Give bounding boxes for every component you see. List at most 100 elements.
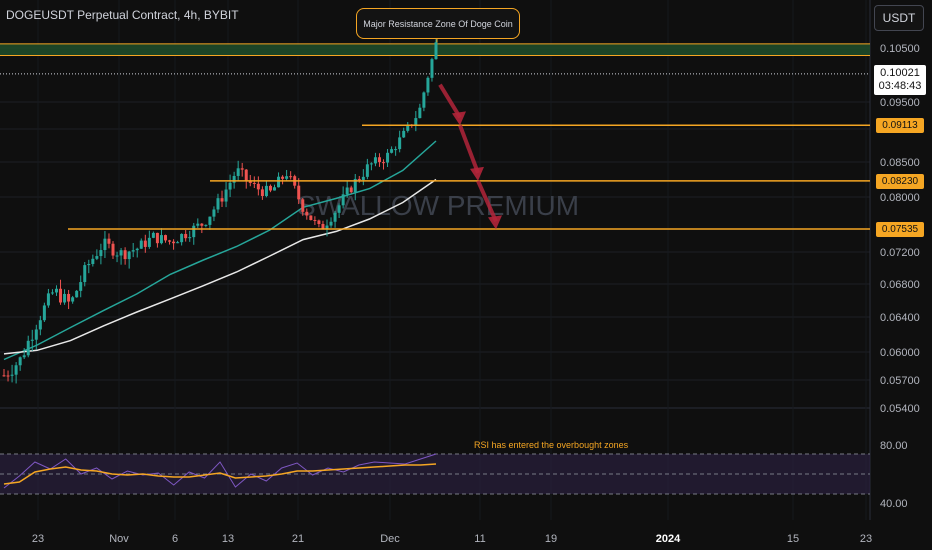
candle-body: [99, 250, 103, 257]
rsi-tick-label: 80.00: [880, 440, 908, 452]
candle-body: [430, 59, 434, 78]
candle-body: [103, 238, 107, 251]
candle-body: [289, 176, 293, 178]
candle-body: [115, 255, 119, 257]
candle-body: [426, 77, 430, 93]
candle-body: [131, 250, 135, 252]
candle-body: [386, 152, 390, 163]
candle-body: [281, 176, 285, 179]
candle-body: [147, 237, 151, 247]
candle-body: [353, 178, 357, 193]
candle-body: [184, 233, 188, 239]
candle-body: [83, 265, 87, 283]
candle-body: [22, 355, 26, 358]
candle-body: [10, 374, 14, 376]
candle-body: [159, 235, 163, 244]
candle-body: [26, 340, 30, 356]
candle-body: [6, 375, 10, 377]
x-tick-label: 23: [860, 533, 872, 545]
candle-body: [67, 293, 71, 302]
candle-body: [377, 157, 381, 163]
candle-body: [216, 198, 220, 210]
x-tick-label: 23: [32, 533, 44, 545]
candle-body: [46, 293, 50, 306]
candle-body: [373, 157, 377, 164]
chart-title: DOGEUSDT Perpetual Contract, 4h, BYBIT: [6, 8, 239, 22]
candle-body: [151, 232, 155, 238]
candle-body: [38, 320, 42, 330]
candle-body: [224, 189, 228, 202]
candle-body: [59, 288, 63, 303]
candle-body: [321, 223, 325, 230]
projection-arrow-shaft: [458, 124, 480, 174]
candle-body: [63, 293, 67, 303]
x-tick-label: Nov: [109, 533, 129, 545]
y-tick-label: 0.10500: [880, 43, 920, 55]
y-tick-label: 0.06800: [880, 279, 920, 291]
moving-averages: [3, 140, 437, 361]
candle-body: [87, 263, 91, 266]
candle-body: [390, 149, 394, 153]
candle-body: [337, 205, 341, 213]
candle-body: [329, 221, 333, 226]
candle-body: [143, 240, 147, 247]
candle-body: [200, 223, 204, 226]
candle-body: [54, 288, 58, 293]
grid: [0, 0, 871, 520]
candle-body: [188, 237, 192, 239]
candle-body: [382, 162, 386, 164]
current-price-label: 0.10021 03:48:43: [874, 65, 926, 95]
candle-body: [422, 92, 426, 108]
candle-body: [172, 241, 176, 244]
x-tick-label: 13: [222, 533, 234, 545]
candle-body: [365, 164, 369, 177]
rsi-note: RSI has entered the overbought zones: [474, 440, 629, 450]
candle-body: [232, 175, 236, 183]
candle-body: [71, 297, 75, 302]
horizontal-levels[interactable]: [68, 124, 870, 230]
bar-countdown: 03:48:43: [878, 80, 922, 92]
candle-body: [79, 282, 83, 291]
rsi-line: [3, 463, 437, 485]
candle-body: [264, 185, 268, 197]
candle-body: [2, 375, 6, 377]
candle-body: [192, 225, 196, 238]
y-tick-label: 0.08000: [880, 192, 920, 204]
candle-body: [369, 163, 373, 165]
candle-body: [75, 290, 79, 298]
resistance-callout: Major Resistance Zone Of Doge Coin: [356, 8, 520, 39]
candle-body: [42, 305, 46, 321]
candle-body: [252, 182, 256, 184]
candle-body: [220, 198, 224, 202]
current-price-value: 0.10021: [880, 67, 920, 79]
moving-average-line: [3, 140, 437, 361]
candle-body: [248, 180, 252, 183]
candle-body: [434, 42, 438, 60]
candle-body: [119, 250, 123, 256]
candle-body: [240, 168, 244, 170]
candle-body: [398, 137, 402, 150]
moving-average-line: [3, 178, 437, 355]
candle-body: [317, 220, 321, 224]
candle-body: [14, 365, 18, 375]
candle-body: [155, 232, 159, 244]
y-tick-label: 0.06000: [880, 347, 920, 359]
candle-body: [325, 225, 329, 230]
candle-body: [180, 233, 184, 243]
candle-body: [50, 292, 54, 294]
x-tick-label: 11: [474, 533, 485, 545]
y-tick-label: 0.08500: [880, 157, 920, 169]
currency-button[interactable]: USDT: [874, 5, 924, 31]
candle-body: [361, 176, 365, 180]
projection-arrow-shaft: [438, 83, 462, 119]
candle-body: [406, 124, 410, 131]
y-tick-label: 0.07200: [880, 247, 920, 259]
support-level-label: 0.08230: [876, 173, 924, 189]
candle-body: [244, 169, 248, 181]
rsi-tick-label: 40.00: [880, 498, 908, 510]
x-tick-label: 6: [172, 533, 178, 545]
projection-arrow-head: [488, 215, 502, 230]
candle-body: [349, 187, 353, 193]
candle-body: [127, 251, 131, 260]
